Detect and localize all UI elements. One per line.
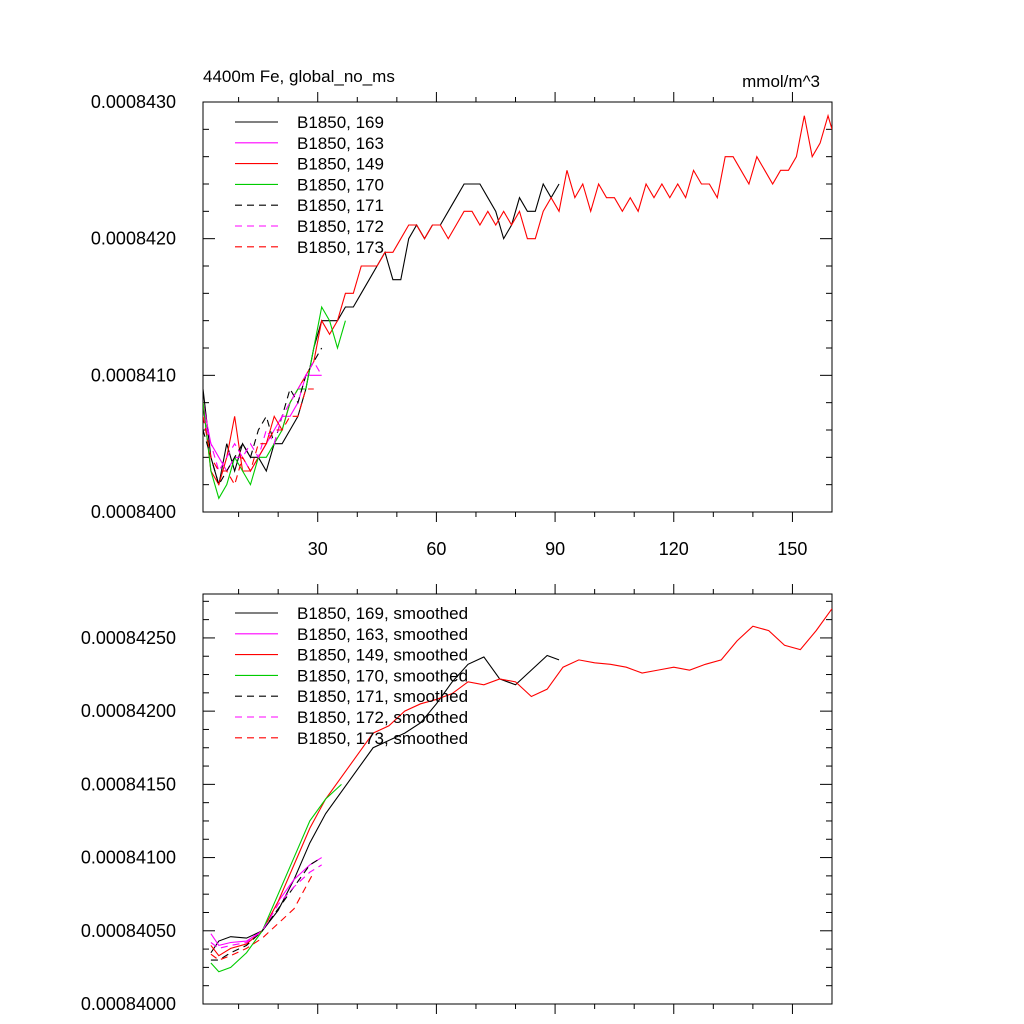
top-plot-area: 30 60 90 120 150 0.0008400 0.0008410 0.0008420 0… — [91, 92, 833, 559]
plot-frame — [202, 593, 833, 1005]
top-chart-units: mmol/m^3 — [742, 72, 820, 91]
y-tick-label: 0.0008400 — [91, 502, 176, 522]
legend-label: B1850, 170 — [297, 175, 384, 194]
top-chart: 4400m Fe, global_no_ms mmol/m^3 30 60 90 12… — [91, 67, 833, 559]
series-line-5 — [203, 347, 323, 487]
series-line-6 — [210, 864, 322, 949]
y-tick-label: 0.0008410 — [91, 365, 176, 385]
series-line-4 — [210, 783, 342, 973]
legend-label: B1850, 149, smoothed — [297, 646, 468, 665]
legend-label: B1850, 173 — [297, 238, 384, 257]
x-tick-label: 60 — [426, 539, 446, 559]
legend-label: B1850, 163, smoothed — [297, 625, 468, 644]
y-tick-label: 0.00084200 — [81, 701, 176, 721]
y-tick-label: 0.00084000 — [81, 994, 176, 1014]
legend-label: B1850, 172, smoothed — [297, 708, 468, 727]
legend-label: B1850, 171 — [297, 196, 384, 215]
legend-label: B1850, 149 — [297, 155, 384, 174]
legend-label: B1850, 169 — [297, 113, 384, 132]
bottom-chart: 0.00084000 0.00084050 0.00084100 0.00084150… — [81, 584, 833, 1014]
series-line-7 — [210, 871, 315, 961]
legend-label: B1850, 173, smoothed — [297, 729, 468, 748]
top-chart-title: 4400m Fe, global_no_ms — [203, 67, 395, 86]
series-line-7 — [203, 388, 314, 487]
series-line-5 — [210, 857, 322, 961]
legend-label: B1850, 170, smoothed — [297, 666, 468, 685]
y-tick-label: 0.0008420 — [91, 229, 176, 249]
y-tick-label: 0.00084150 — [81, 774, 176, 794]
legend-label: B1850, 163 — [297, 134, 384, 153]
y-tick-label: 0.00084250 — [81, 628, 176, 648]
plot-frame — [202, 101, 833, 513]
x-tick-label: 120 — [659, 539, 689, 559]
legend-label: B1850, 169, smoothed — [297, 604, 468, 623]
y-tick-label: 0.00084050 — [81, 921, 176, 941]
legend-label: B1850, 171, smoothed — [297, 687, 468, 706]
x-tick-label: 150 — [777, 539, 807, 559]
legend-label: B1850, 172 — [297, 217, 384, 236]
y-tick-label: 0.00084100 — [81, 848, 176, 868]
series-line-3 — [210, 608, 832, 957]
x-tick-label: 90 — [545, 539, 565, 559]
series-line-6 — [203, 360, 323, 473]
series-line-3 — [203, 113, 832, 487]
bottom-plot-area: 0.00084000 0.00084050 0.00084100 0.00084150… — [81, 584, 833, 1014]
series-line-4 — [203, 305, 346, 500]
y-tick-label: 0.0008430 — [91, 92, 176, 112]
x-tick-label: 30 — [308, 539, 328, 559]
